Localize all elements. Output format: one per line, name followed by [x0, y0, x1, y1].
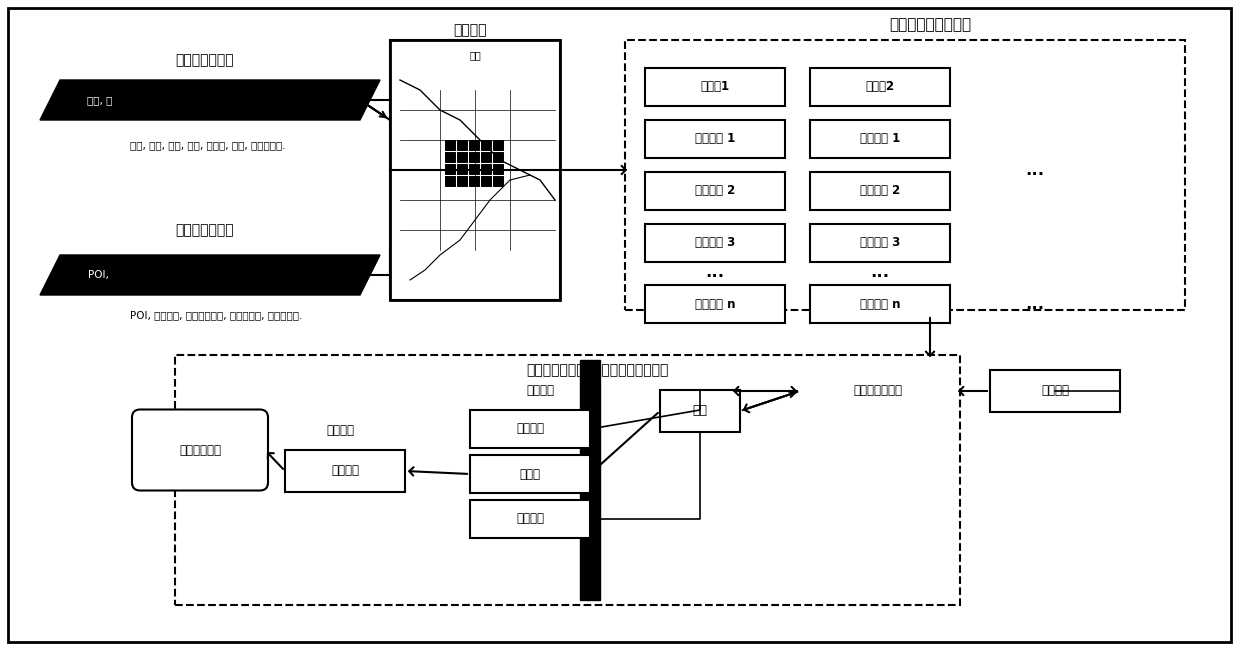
Bar	[470, 140, 479, 150]
Bar	[810, 120, 950, 158]
Text: 训练: 训练	[693, 404, 707, 417]
Text: 交叉验证: 交叉验证	[515, 422, 544, 436]
Text: ...: ...	[1026, 295, 1044, 313]
Bar	[470, 176, 479, 186]
Text: 空间特征 3: 空间特征 3	[860, 237, 900, 250]
Text: 模型对比: 模型对比	[515, 512, 544, 525]
Text: 验证集: 验证集	[519, 467, 540, 480]
Text: 温度, 风速, 压强, 湿度, 降水量, 气流, 地表过滤等.: 温度, 风速, 压强, 湿度, 降水量, 气流, 地表过滤等.	[130, 140, 286, 150]
Text: 温度, 风: 温度, 风	[87, 95, 113, 105]
Bar	[470, 152, 479, 162]
Bar	[457, 164, 467, 174]
Polygon shape	[40, 80, 380, 120]
Bar	[457, 140, 467, 150]
Text: 数据映射: 数据映射	[453, 23, 487, 37]
Text: 预测及可视化: 预测及可视化	[178, 443, 221, 456]
Text: POI,: POI,	[88, 270, 112, 280]
Bar	[470, 500, 590, 538]
Bar	[646, 224, 786, 262]
Bar	[810, 172, 950, 210]
Bar	[481, 140, 491, 150]
Text: ...: ...	[705, 263, 725, 281]
Bar	[810, 285, 950, 323]
Bar	[470, 455, 590, 493]
Text: 精度评价: 精度评价	[527, 384, 554, 396]
Bar	[800, 370, 955, 412]
Bar	[390, 40, 560, 300]
Text: 空间特征 1: 空间特征 1	[860, 133, 900, 146]
Text: 北京: 北京	[470, 50, 481, 60]
Bar	[646, 172, 786, 210]
Bar	[810, 224, 950, 262]
Text: 特征重要性排序: 特征重要性排序	[852, 385, 902, 398]
Text: ...: ...	[1026, 161, 1044, 179]
Bar	[646, 120, 786, 158]
Bar	[445, 140, 455, 150]
Text: 时空特征一体化扫描: 时空特征一体化扫描	[888, 18, 971, 32]
Text: ...: ...	[871, 263, 890, 281]
Bar	[481, 164, 491, 174]
Polygon shape	[580, 360, 600, 600]
Bar	[175, 355, 960, 605]
Bar	[470, 164, 479, 174]
Bar	[390, 40, 560, 300]
Bar	[493, 164, 503, 174]
Text: 时间层2: 时间层2	[865, 81, 895, 94]
Text: POI, 移动轨迹, 地象语义特征, 城市道路网, 遥感影像等.: POI, 移动轨迹, 地象语义特征, 城市道路网, 遥感影像等.	[130, 310, 302, 320]
Text: 空间属性 n: 空间属性 n	[695, 298, 735, 311]
Text: 空间属性 2: 空间属性 2	[695, 185, 735, 198]
Text: 空间特征 n: 空间特征 n	[860, 298, 901, 311]
Text: 基于级联森林的城市空气质量估测模型: 基于级联森林的城市空气质量估测模型	[527, 363, 669, 377]
Bar	[624, 40, 1184, 310]
Text: 气象特征数据集: 气象特征数据集	[176, 53, 234, 67]
Bar	[493, 152, 503, 162]
Bar	[457, 176, 467, 186]
Bar	[445, 164, 455, 174]
Text: 空间特征 2: 空间特征 2	[860, 185, 900, 198]
Text: 特征筛选: 特征筛选	[1041, 385, 1069, 398]
Text: 参数调度: 参数调度	[331, 465, 359, 478]
FancyBboxPatch shape	[133, 410, 268, 491]
Bar	[646, 285, 786, 323]
Bar	[646, 68, 786, 106]
Bar	[493, 176, 503, 186]
Bar	[493, 140, 503, 150]
Bar	[990, 370, 1120, 412]
Bar	[285, 450, 405, 492]
Text: 空间属性 1: 空间属性 1	[695, 133, 735, 146]
Bar	[660, 390, 740, 432]
Text: 时间层1: 时间层1	[700, 81, 730, 94]
Bar	[445, 152, 455, 162]
Text: 城市时空数据集: 城市时空数据集	[176, 223, 234, 237]
Bar	[457, 152, 467, 162]
Bar	[481, 152, 491, 162]
Text: 模型校正: 模型校正	[326, 424, 354, 437]
Text: 空间属性 3: 空间属性 3	[695, 237, 735, 250]
Bar	[481, 176, 491, 186]
Bar	[810, 68, 950, 106]
Bar	[470, 410, 590, 448]
Polygon shape	[40, 255, 380, 295]
Bar	[445, 176, 455, 186]
